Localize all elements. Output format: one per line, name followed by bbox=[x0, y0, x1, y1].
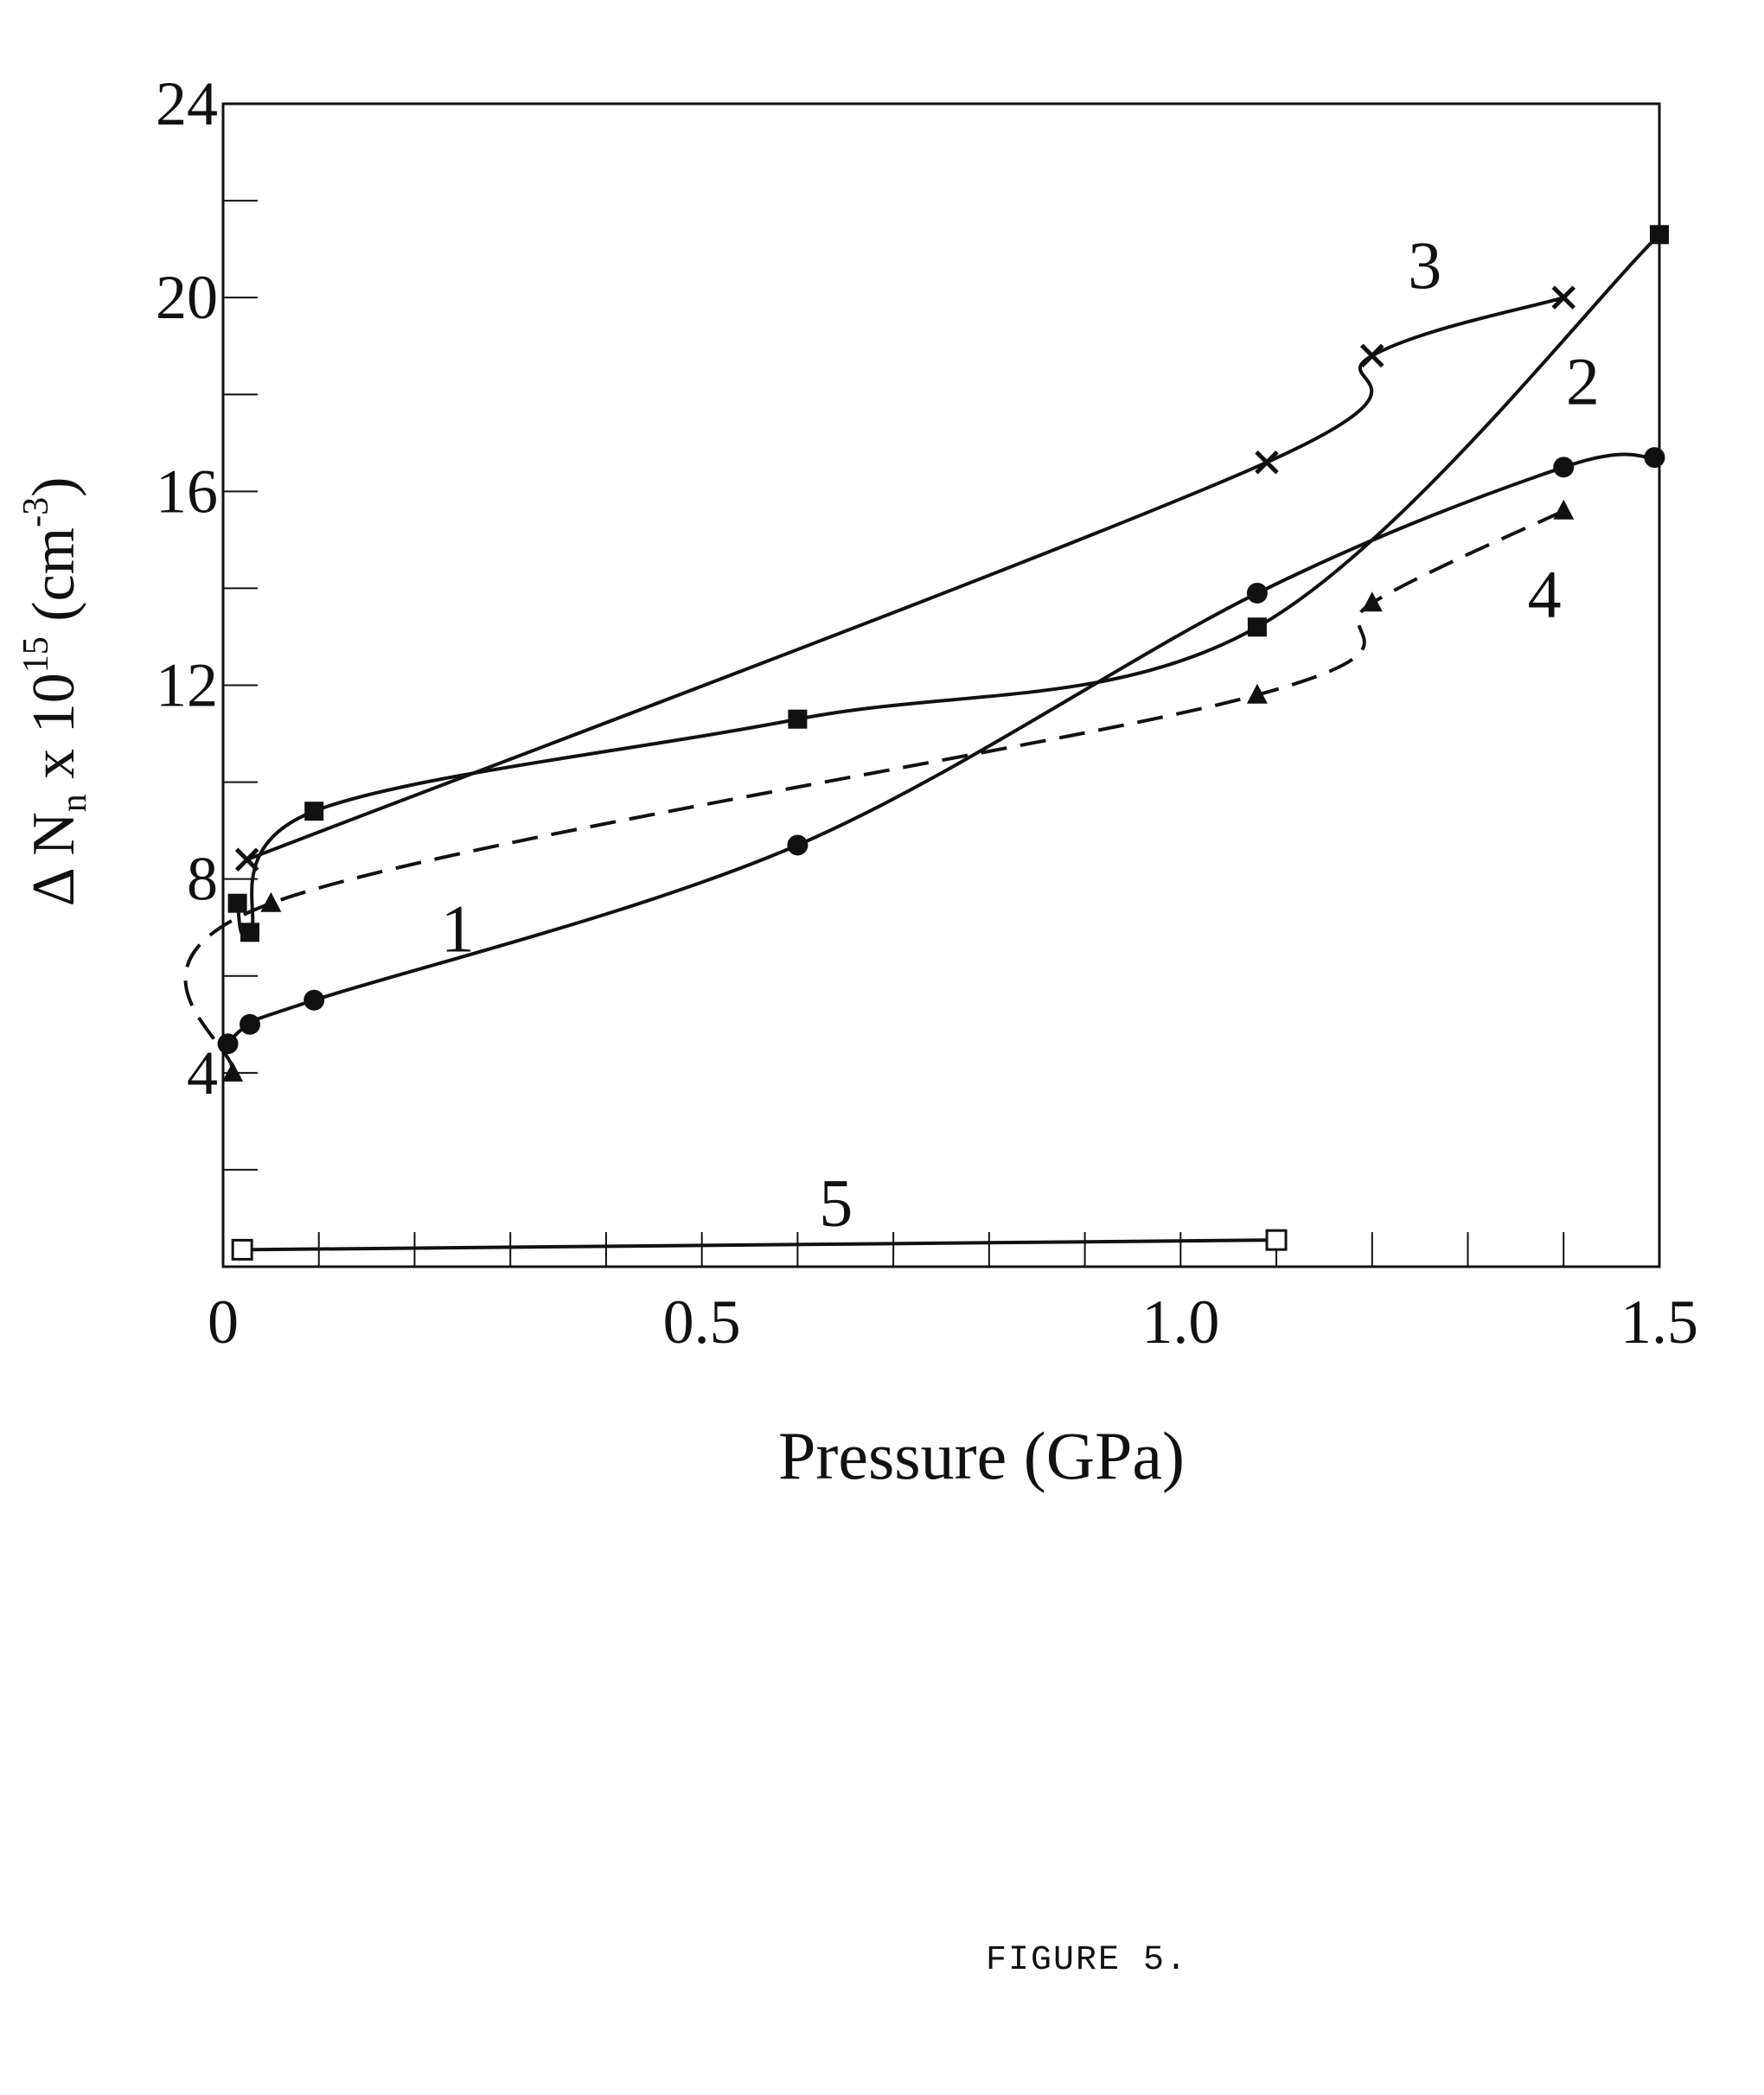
series-1-point bbox=[787, 834, 808, 856]
series-1-point bbox=[1553, 457, 1575, 478]
series-3-line bbox=[246, 296, 1564, 862]
series-1-point bbox=[304, 989, 325, 1011]
curve-label-5: 5 bbox=[819, 1165, 853, 1240]
series-4-point bbox=[1246, 683, 1268, 704]
series-1-point bbox=[217, 1033, 239, 1055]
y-tick-label: 12 bbox=[156, 651, 218, 720]
y-tick-labels: 4 8 12 16 20 24 bbox=[156, 69, 218, 1108]
curve-label-3: 3 bbox=[1408, 227, 1441, 303]
series-2-point bbox=[240, 923, 260, 942]
series-3-point bbox=[1551, 285, 1576, 310]
series-1-point bbox=[1246, 583, 1268, 604]
series-4-line bbox=[183, 508, 1565, 1074]
data-curves bbox=[183, 233, 1661, 1252]
x-tick-labels: 0 0.5 1.0 1.5 bbox=[208, 1287, 1698, 1357]
series-4-point bbox=[1553, 499, 1575, 520]
series-3-point bbox=[1255, 450, 1279, 475]
series-5-point bbox=[1265, 1229, 1288, 1251]
curve-label-4: 4 bbox=[1528, 557, 1562, 632]
plot-frame bbox=[221, 102, 1661, 1268]
x-axis-label: Pressure (GPa) bbox=[778, 1418, 1185, 1493]
series-2-point bbox=[227, 893, 247, 913]
figure-caption: FIGURE 5. bbox=[986, 1941, 1189, 1980]
series-2-line bbox=[235, 233, 1661, 938]
y-tick-label: 20 bbox=[156, 263, 218, 332]
series-5-line bbox=[242, 1238, 1277, 1252]
series-4-point bbox=[260, 891, 282, 912]
x-tick-label: 1.5 bbox=[1620, 1287, 1698, 1357]
y-tick-label: 8 bbox=[187, 845, 218, 914]
data-markers bbox=[217, 225, 1669, 1261]
series-2-point bbox=[1650, 225, 1669, 245]
curve-label-1: 1 bbox=[441, 891, 475, 967]
series-5-point bbox=[231, 1238, 253, 1261]
y-tick-label: 4 bbox=[187, 1038, 218, 1108]
series-4-point bbox=[222, 1061, 244, 1082]
curve-label-2: 2 bbox=[1566, 343, 1600, 418]
y-minor-ticks bbox=[223, 103, 258, 1268]
series-2-point bbox=[1247, 617, 1267, 637]
x-tick-label: 0 bbox=[208, 1287, 239, 1357]
series-3-point bbox=[1360, 343, 1384, 368]
series-2-point bbox=[304, 802, 324, 821]
y-tick-label: 16 bbox=[156, 457, 218, 526]
x-tick-label: 0.5 bbox=[663, 1287, 741, 1357]
y-tick-label: 24 bbox=[156, 69, 218, 138]
series-1-point bbox=[240, 1013, 261, 1035]
series-4-point bbox=[1361, 591, 1383, 612]
y-axis-label: Δ Nn x 1015 (cm-3) bbox=[16, 477, 94, 907]
x-tick-label: 1.0 bbox=[1141, 1287, 1219, 1357]
curve-labels: 1 2 3 4 5 bbox=[441, 227, 1600, 1240]
series-3-point bbox=[234, 847, 259, 872]
series-2-point bbox=[788, 709, 808, 729]
series-1-point bbox=[1644, 447, 1665, 469]
